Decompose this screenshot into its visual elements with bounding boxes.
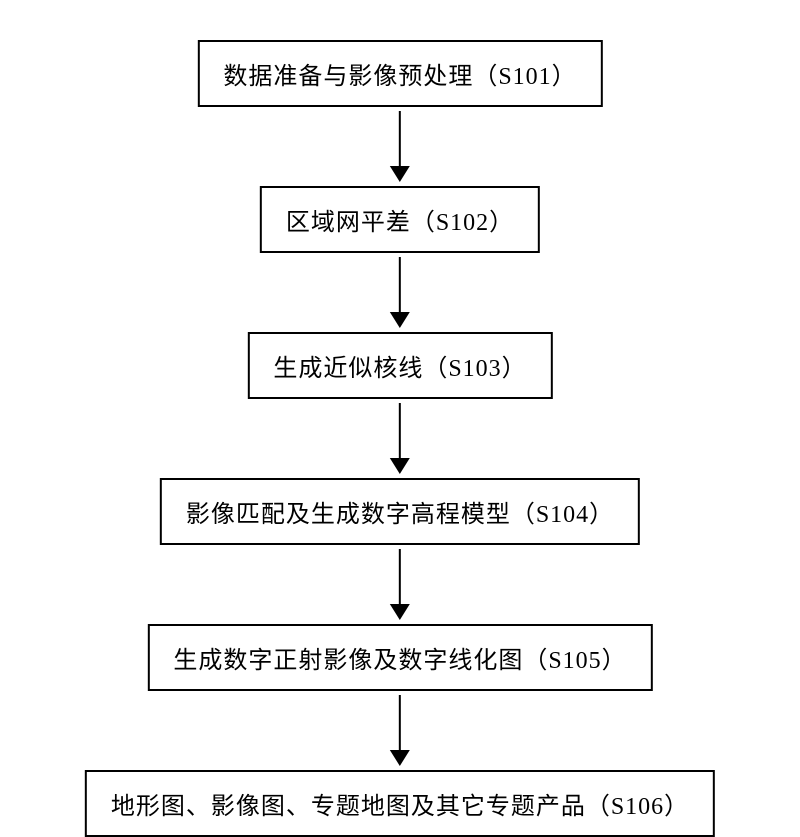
arrow-head-icon <box>390 750 410 766</box>
arrow-shaft <box>399 695 401 750</box>
arrow-shaft <box>399 403 401 458</box>
flow-node-s102: 区域网平差（S102） <box>260 186 540 253</box>
flow-arrow <box>390 257 410 328</box>
arrow-shaft <box>399 257 401 312</box>
flow-arrow <box>390 111 410 182</box>
arrow-head-icon <box>390 166 410 182</box>
flow-node-s104: 影像匹配及生成数字高程模型（S104） <box>160 478 640 545</box>
flow-node-s103: 生成近似核线（S103） <box>247 332 552 399</box>
flow-node-s106: 地形图、影像图、专题地图及其它专题产品（S106） <box>85 770 715 837</box>
flow-arrow <box>390 695 410 766</box>
arrow-shaft <box>399 111 401 166</box>
arrow-shaft <box>399 549 401 604</box>
flow-arrow <box>390 549 410 620</box>
flow-node-s105: 生成数字正射影像及数字线化图（S105） <box>147 624 652 691</box>
flow-node-s101: 数据准备与影像预处理（S101） <box>197 40 602 107</box>
flowchart-container: 数据准备与影像预处理（S101） 区域网平差（S102） 生成近似核线（S103… <box>85 40 715 837</box>
flow-arrow <box>390 403 410 474</box>
arrow-head-icon <box>390 312 410 328</box>
arrow-head-icon <box>390 604 410 620</box>
arrow-head-icon <box>390 458 410 474</box>
